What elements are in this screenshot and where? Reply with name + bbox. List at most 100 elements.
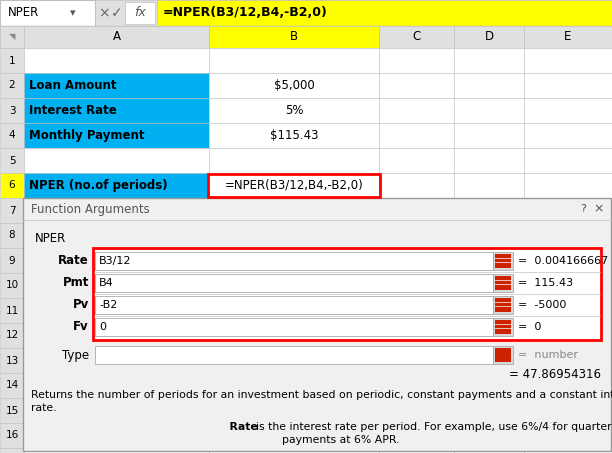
Text: = 47.86954316: = 47.86954316 <box>509 367 601 381</box>
Bar <box>209 148 379 173</box>
Text: 9: 9 <box>9 255 15 265</box>
Bar <box>23 198 611 451</box>
Bar <box>493 346 513 364</box>
Bar <box>24 298 209 323</box>
Text: 5%: 5% <box>285 104 304 117</box>
Text: =  0.004166667: = 0.004166667 <box>518 256 608 266</box>
Bar <box>209 448 379 453</box>
Text: 8: 8 <box>9 231 15 241</box>
Bar <box>379 123 454 148</box>
Text: ×: × <box>594 202 604 216</box>
Text: $5,000: $5,000 <box>274 79 315 92</box>
Bar <box>24 98 209 123</box>
Bar <box>454 73 524 98</box>
Bar <box>24 398 209 423</box>
Text: ▾: ▾ <box>70 8 76 18</box>
Bar <box>379 373 454 398</box>
Text: 16: 16 <box>6 430 18 440</box>
Bar <box>379 223 454 248</box>
Bar <box>24 48 209 73</box>
Text: 10: 10 <box>6 280 18 290</box>
Text: Rate: Rate <box>58 255 89 268</box>
Text: ✓: ✓ <box>111 6 123 20</box>
Bar <box>209 248 379 273</box>
Bar <box>24 173 209 198</box>
Bar <box>0 0 612 26</box>
Text: $115.43: $115.43 <box>270 129 318 142</box>
Bar <box>454 448 524 453</box>
Bar <box>524 273 612 298</box>
Bar <box>454 273 524 298</box>
Bar <box>524 248 612 273</box>
Bar <box>524 448 612 453</box>
Bar <box>493 252 513 270</box>
Bar <box>524 173 612 198</box>
Bar <box>379 248 454 273</box>
Text: Pv: Pv <box>73 299 89 312</box>
Bar <box>125 2 155 24</box>
Text: NPER (no.of periods): NPER (no.of periods) <box>29 179 168 192</box>
Bar <box>454 398 524 423</box>
Bar <box>209 373 379 398</box>
Bar <box>209 198 379 223</box>
Bar <box>524 148 612 173</box>
Bar <box>524 123 612 148</box>
Bar <box>495 254 511 268</box>
Bar <box>524 398 612 423</box>
Bar <box>454 123 524 148</box>
Bar <box>454 373 524 398</box>
Text: 5: 5 <box>9 155 15 165</box>
Bar <box>454 323 524 348</box>
Text: A: A <box>113 30 121 43</box>
Bar <box>24 248 209 273</box>
Bar <box>524 298 612 323</box>
Bar <box>454 298 524 323</box>
Bar <box>379 173 454 198</box>
Bar <box>524 198 612 223</box>
Bar <box>0 448 24 453</box>
Bar <box>379 73 454 98</box>
Bar <box>209 73 379 98</box>
Bar <box>495 298 511 312</box>
Text: =  0: = 0 <box>518 322 542 332</box>
Bar <box>208 174 380 197</box>
Bar <box>0 423 24 448</box>
Bar <box>524 323 612 348</box>
Bar <box>24 323 209 348</box>
Text: B4: B4 <box>99 278 114 288</box>
Bar <box>95 0 96 26</box>
Bar <box>495 348 511 362</box>
Text: NPER: NPER <box>35 231 66 245</box>
Bar <box>209 348 379 373</box>
Bar <box>209 123 379 148</box>
Text: Loan Amount: Loan Amount <box>29 79 116 92</box>
Bar <box>495 276 511 290</box>
Bar <box>0 98 24 123</box>
Bar <box>0 248 24 273</box>
Bar <box>493 296 513 314</box>
Text: 14: 14 <box>6 381 18 390</box>
Bar <box>209 273 379 298</box>
Bar <box>454 26 524 48</box>
Text: Interest Rate: Interest Rate <box>29 104 117 117</box>
Bar <box>209 423 379 448</box>
Bar <box>95 346 493 364</box>
Bar <box>524 423 612 448</box>
Bar <box>24 198 209 223</box>
Text: is the interest rate per period. For example, use 6%/4 for quarterly: is the interest rate per period. For exa… <box>249 422 612 432</box>
Text: 15: 15 <box>6 405 18 415</box>
Text: Rate: Rate <box>222 422 258 432</box>
Bar <box>209 173 379 198</box>
Bar <box>95 318 493 336</box>
Bar <box>209 298 379 323</box>
Text: 12: 12 <box>6 331 18 341</box>
Bar <box>454 148 524 173</box>
Text: Pmt: Pmt <box>62 276 89 289</box>
Bar <box>95 296 493 314</box>
Text: =NPER(B3/12,B4,-B2,0): =NPER(B3/12,B4,-B2,0) <box>225 179 364 192</box>
Bar <box>0 123 24 148</box>
Bar <box>379 198 454 223</box>
Text: =  115.43: = 115.43 <box>518 278 573 288</box>
Bar <box>524 48 612 73</box>
Bar <box>524 26 612 48</box>
